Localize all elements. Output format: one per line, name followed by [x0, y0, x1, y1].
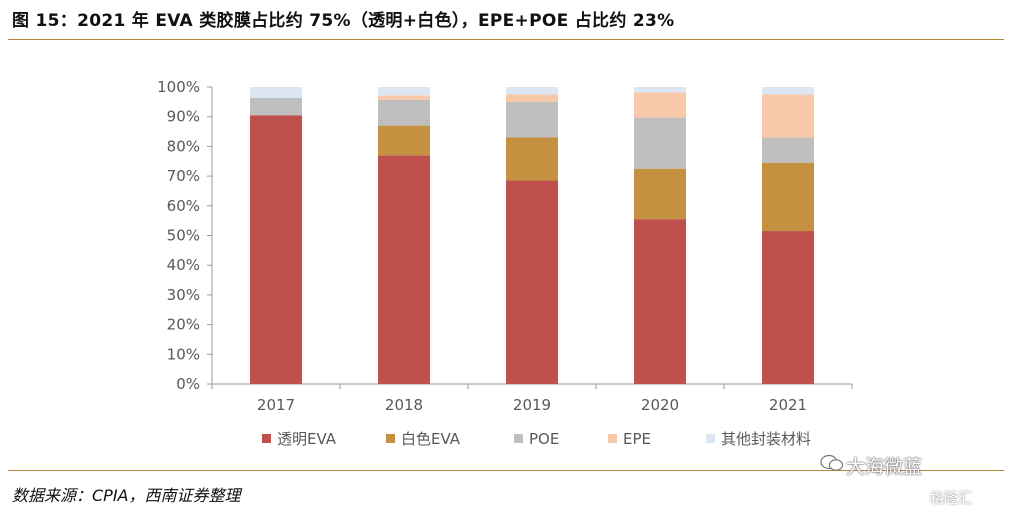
- y-tick-label: 30%: [167, 286, 200, 304]
- bar-segment-2017-透明EVA: [250, 115, 302, 384]
- x-tick-label: 2018: [385, 396, 423, 414]
- y-tick-label: 60%: [167, 197, 200, 215]
- y-tick-label: 90%: [167, 108, 200, 126]
- legend-swatch-透明EVA: [262, 434, 271, 443]
- top-divider: [8, 39, 1004, 40]
- bar-segment-2020-EPE: [634, 92, 686, 118]
- legend-swatch-白色EVA: [386, 434, 395, 443]
- bar-segment-2020-白色EVA: [634, 168, 686, 220]
- bar-segment-2020-POE: [634, 117, 686, 169]
- bar-segment-2018-其他封装材料: [378, 87, 430, 96]
- y-tick-label: 50%: [167, 227, 200, 245]
- bar-segment-2019-其他封装材料: [506, 87, 558, 95]
- legend-swatch-POE: [514, 434, 523, 443]
- y-tick-label: 100%: [157, 78, 200, 96]
- legend-label: 白色EVA: [401, 430, 461, 448]
- watermark-text: 大海微蓝: [846, 456, 923, 478]
- x-tick-label: 2021: [769, 396, 807, 414]
- bar-segment-2018-POE: [378, 99, 430, 126]
- bar-segment-2021-POE: [762, 137, 814, 163]
- y-tick-label: 40%: [167, 256, 200, 274]
- bar-segment-2020-其他封装材料: [634, 87, 686, 93]
- chart-title: 图 15：2021 年 EVA 类胶膜占比约 75%（透明+白色），EPE+PO…: [12, 11, 675, 31]
- bar-segment-2019-透明EVA: [506, 180, 558, 384]
- y-tick-label: 0%: [176, 375, 200, 393]
- stacked-bar-chart: 0% 10% 20% 30% 40% 50% 60% 70% 80% 90% 100% 2017 201…: [157, 78, 853, 448]
- legend-label: 透明EVA: [277, 430, 337, 448]
- watermark-site: 格隆汇: [930, 491, 972, 507]
- legend-swatch-EPE: [608, 434, 617, 443]
- bar-segment-2018-透明EVA: [378, 155, 430, 384]
- y-tick-label: 10%: [167, 345, 200, 363]
- bar-segment-2021-其他封装材料: [762, 87, 814, 95]
- bar-segment-2021-EPE: [762, 94, 814, 138]
- bottom-divider: [8, 470, 1004, 471]
- bar-segment-2019-EPE: [506, 94, 558, 102]
- bar-segment-2017-POE: [250, 97, 302, 116]
- bar-segment-2018-白色EVA: [378, 125, 430, 156]
- y-tick-label: 70%: [167, 167, 200, 185]
- legend-swatch-其他封装材料: [706, 434, 715, 443]
- bar-segment-2020-透明EVA: [634, 219, 686, 384]
- bar-segment-2019-POE: [506, 101, 558, 138]
- wechat-icon: [820, 454, 844, 471]
- legend-label: POE: [529, 430, 559, 448]
- legend-label: EPE: [623, 430, 651, 448]
- legend-label: 其他封装材料: [721, 430, 811, 448]
- bar-segment-2019-白色EVA: [506, 137, 558, 181]
- x-tick-label: 2017: [257, 396, 295, 414]
- bar-segment-2021-白色EVA: [762, 162, 814, 232]
- x-tick-label: 2019: [513, 396, 551, 414]
- source-note: 数据来源：CPIA，西南证券整理: [12, 486, 241, 505]
- y-tick-label: 20%: [167, 316, 200, 334]
- bar-segment-2018-EPE: [378, 95, 430, 100]
- x-tick-label: 2020: [641, 396, 679, 414]
- bar-segment-2017-其他封装材料: [250, 87, 302, 98]
- y-tick-label: 80%: [167, 137, 200, 155]
- bar-segment-2021-透明EVA: [762, 231, 814, 384]
